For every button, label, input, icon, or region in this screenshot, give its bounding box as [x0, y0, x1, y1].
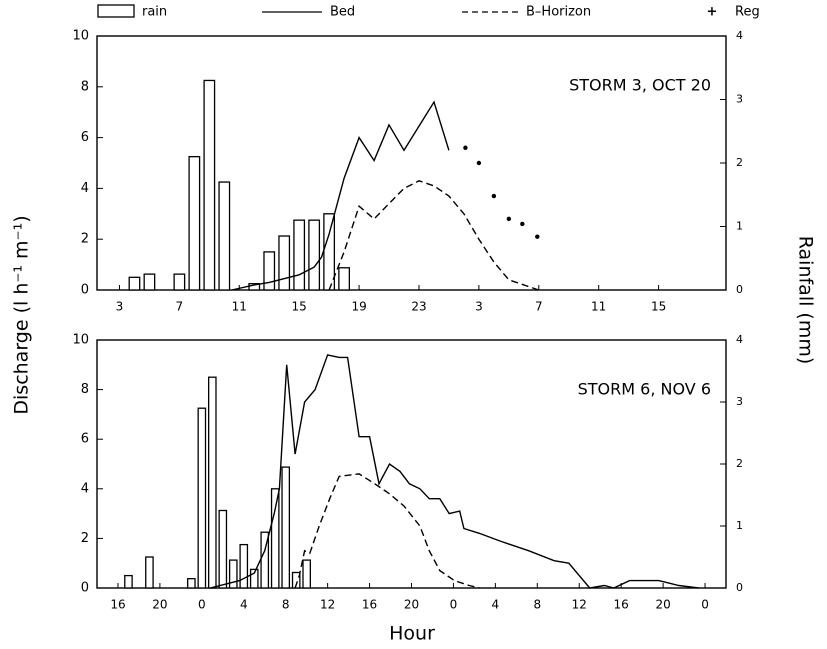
reg-point	[491, 193, 497, 199]
x-tick-label: 16	[362, 598, 377, 612]
series-line	[231, 100, 450, 291]
reg-point	[463, 145, 468, 150]
x-tick-label: 8	[533, 598, 541, 612]
reg-point	[535, 234, 540, 239]
legend-label: Reg	[735, 5, 760, 20]
rain-bar	[218, 509, 228, 589]
x-tick-label: 11	[232, 300, 247, 314]
x-tick-label: 3	[475, 300, 483, 314]
x-tick-label: 12	[320, 598, 335, 612]
y-tick-label: 8	[81, 382, 89, 397]
rain-bar	[278, 235, 291, 291]
y-axis-label: Discharge (l h⁻¹ m⁻¹)	[11, 215, 33, 414]
rain-bar	[197, 407, 207, 589]
x-tick-label: 16	[110, 598, 125, 612]
legend-label: Bed	[330, 5, 355, 20]
y2-tick-label: 2	[736, 156, 743, 169]
x-tick-label: 0	[198, 598, 206, 612]
rain-bar	[228, 559, 238, 589]
x-tick-label: 8	[282, 598, 290, 612]
rain-bar	[207, 376, 217, 589]
x-tick-label: 20	[152, 598, 167, 612]
rain-bar	[302, 559, 311, 589]
y-tick-label: 10	[72, 333, 89, 348]
y-tick-label: 2	[81, 232, 89, 247]
rain-bar	[124, 574, 133, 589]
series-line	[328, 180, 540, 291]
x-tick-label: 12	[572, 598, 587, 612]
y-tick-label: 2	[81, 531, 89, 546]
legend-rain-swatch	[97, 4, 135, 18]
rain-bar	[239, 543, 249, 589]
x-tick-label: 0	[701, 598, 709, 612]
x-tick-label: 23	[411, 300, 426, 314]
y-tick-label: 0	[81, 581, 89, 596]
x-axis-label: Hour	[389, 623, 435, 645]
x-tick-label: 4	[492, 598, 500, 612]
rain-bar	[281, 466, 291, 589]
rain-bar	[323, 213, 336, 291]
x-tick-label: 16	[614, 598, 629, 612]
y2-tick-label: 3	[736, 395, 743, 408]
rain-bar	[338, 267, 350, 291]
series-line	[210, 354, 699, 589]
legend-reg-swatch: +	[707, 5, 718, 20]
y-tick-label: 10	[72, 29, 89, 44]
y2-tick-label: 3	[736, 93, 743, 106]
y-tick-label: 6	[81, 432, 89, 447]
annotation: STORM 3, OCT 20	[569, 76, 711, 95]
x-tick-label: 15	[651, 300, 666, 314]
rain-bar	[291, 571, 301, 589]
annotation: STORM 6, NOV 6	[578, 380, 711, 399]
x-tick-label: 0	[450, 598, 458, 612]
y-tick-label: 6	[81, 130, 89, 145]
rain-bar	[270, 488, 280, 589]
rain-bar	[308, 219, 321, 291]
rain-bar	[128, 276, 141, 291]
rain-bar	[203, 79, 216, 291]
rain-bar	[249, 568, 259, 589]
rain-bar	[143, 273, 156, 291]
x-tick-label: 19	[351, 300, 366, 314]
reg-point	[520, 221, 525, 227]
rain-bar	[248, 282, 261, 291]
rain-bar	[263, 251, 276, 291]
plot-frame	[96, 339, 727, 589]
y-tick-label: 4	[81, 181, 89, 196]
y2-tick-label: 0	[736, 581, 743, 594]
x-tick-label: 20	[404, 598, 419, 612]
y2-tick-label: 0	[736, 283, 743, 296]
rain-bar	[218, 181, 231, 291]
y2-axis-label: Rainfall (mm)	[795, 236, 817, 365]
series-line	[294, 473, 480, 589]
x-tick-label: 20	[655, 598, 670, 612]
y-tick-label: 4	[81, 481, 89, 496]
y-tick-label: 0	[81, 283, 89, 298]
x-tick-label: 15	[292, 300, 307, 314]
rain-bar	[293, 219, 306, 291]
y2-tick-label: 1	[736, 519, 743, 532]
rain-bar	[173, 273, 186, 291]
x-tick-label: 4	[240, 598, 248, 612]
reg-point	[506, 216, 512, 222]
x-tick-label: 3	[116, 300, 124, 314]
x-tick-label: 7	[176, 300, 184, 314]
reg-point	[476, 160, 482, 166]
y2-tick-label: 1	[736, 220, 743, 233]
y2-tick-label: 2	[736, 457, 743, 470]
rain-bar	[188, 155, 201, 291]
x-tick-label: 7	[535, 300, 543, 314]
y2-tick-label: 4	[736, 333, 743, 346]
y2-tick-label: 4	[736, 29, 743, 42]
y-tick-label: 8	[81, 79, 89, 94]
x-tick-label: 11	[591, 300, 606, 314]
rain-bar	[145, 556, 154, 589]
legend-label: B–Horizon	[526, 5, 591, 20]
legend-label: rain	[142, 5, 167, 20]
rain-bar	[187, 578, 196, 589]
